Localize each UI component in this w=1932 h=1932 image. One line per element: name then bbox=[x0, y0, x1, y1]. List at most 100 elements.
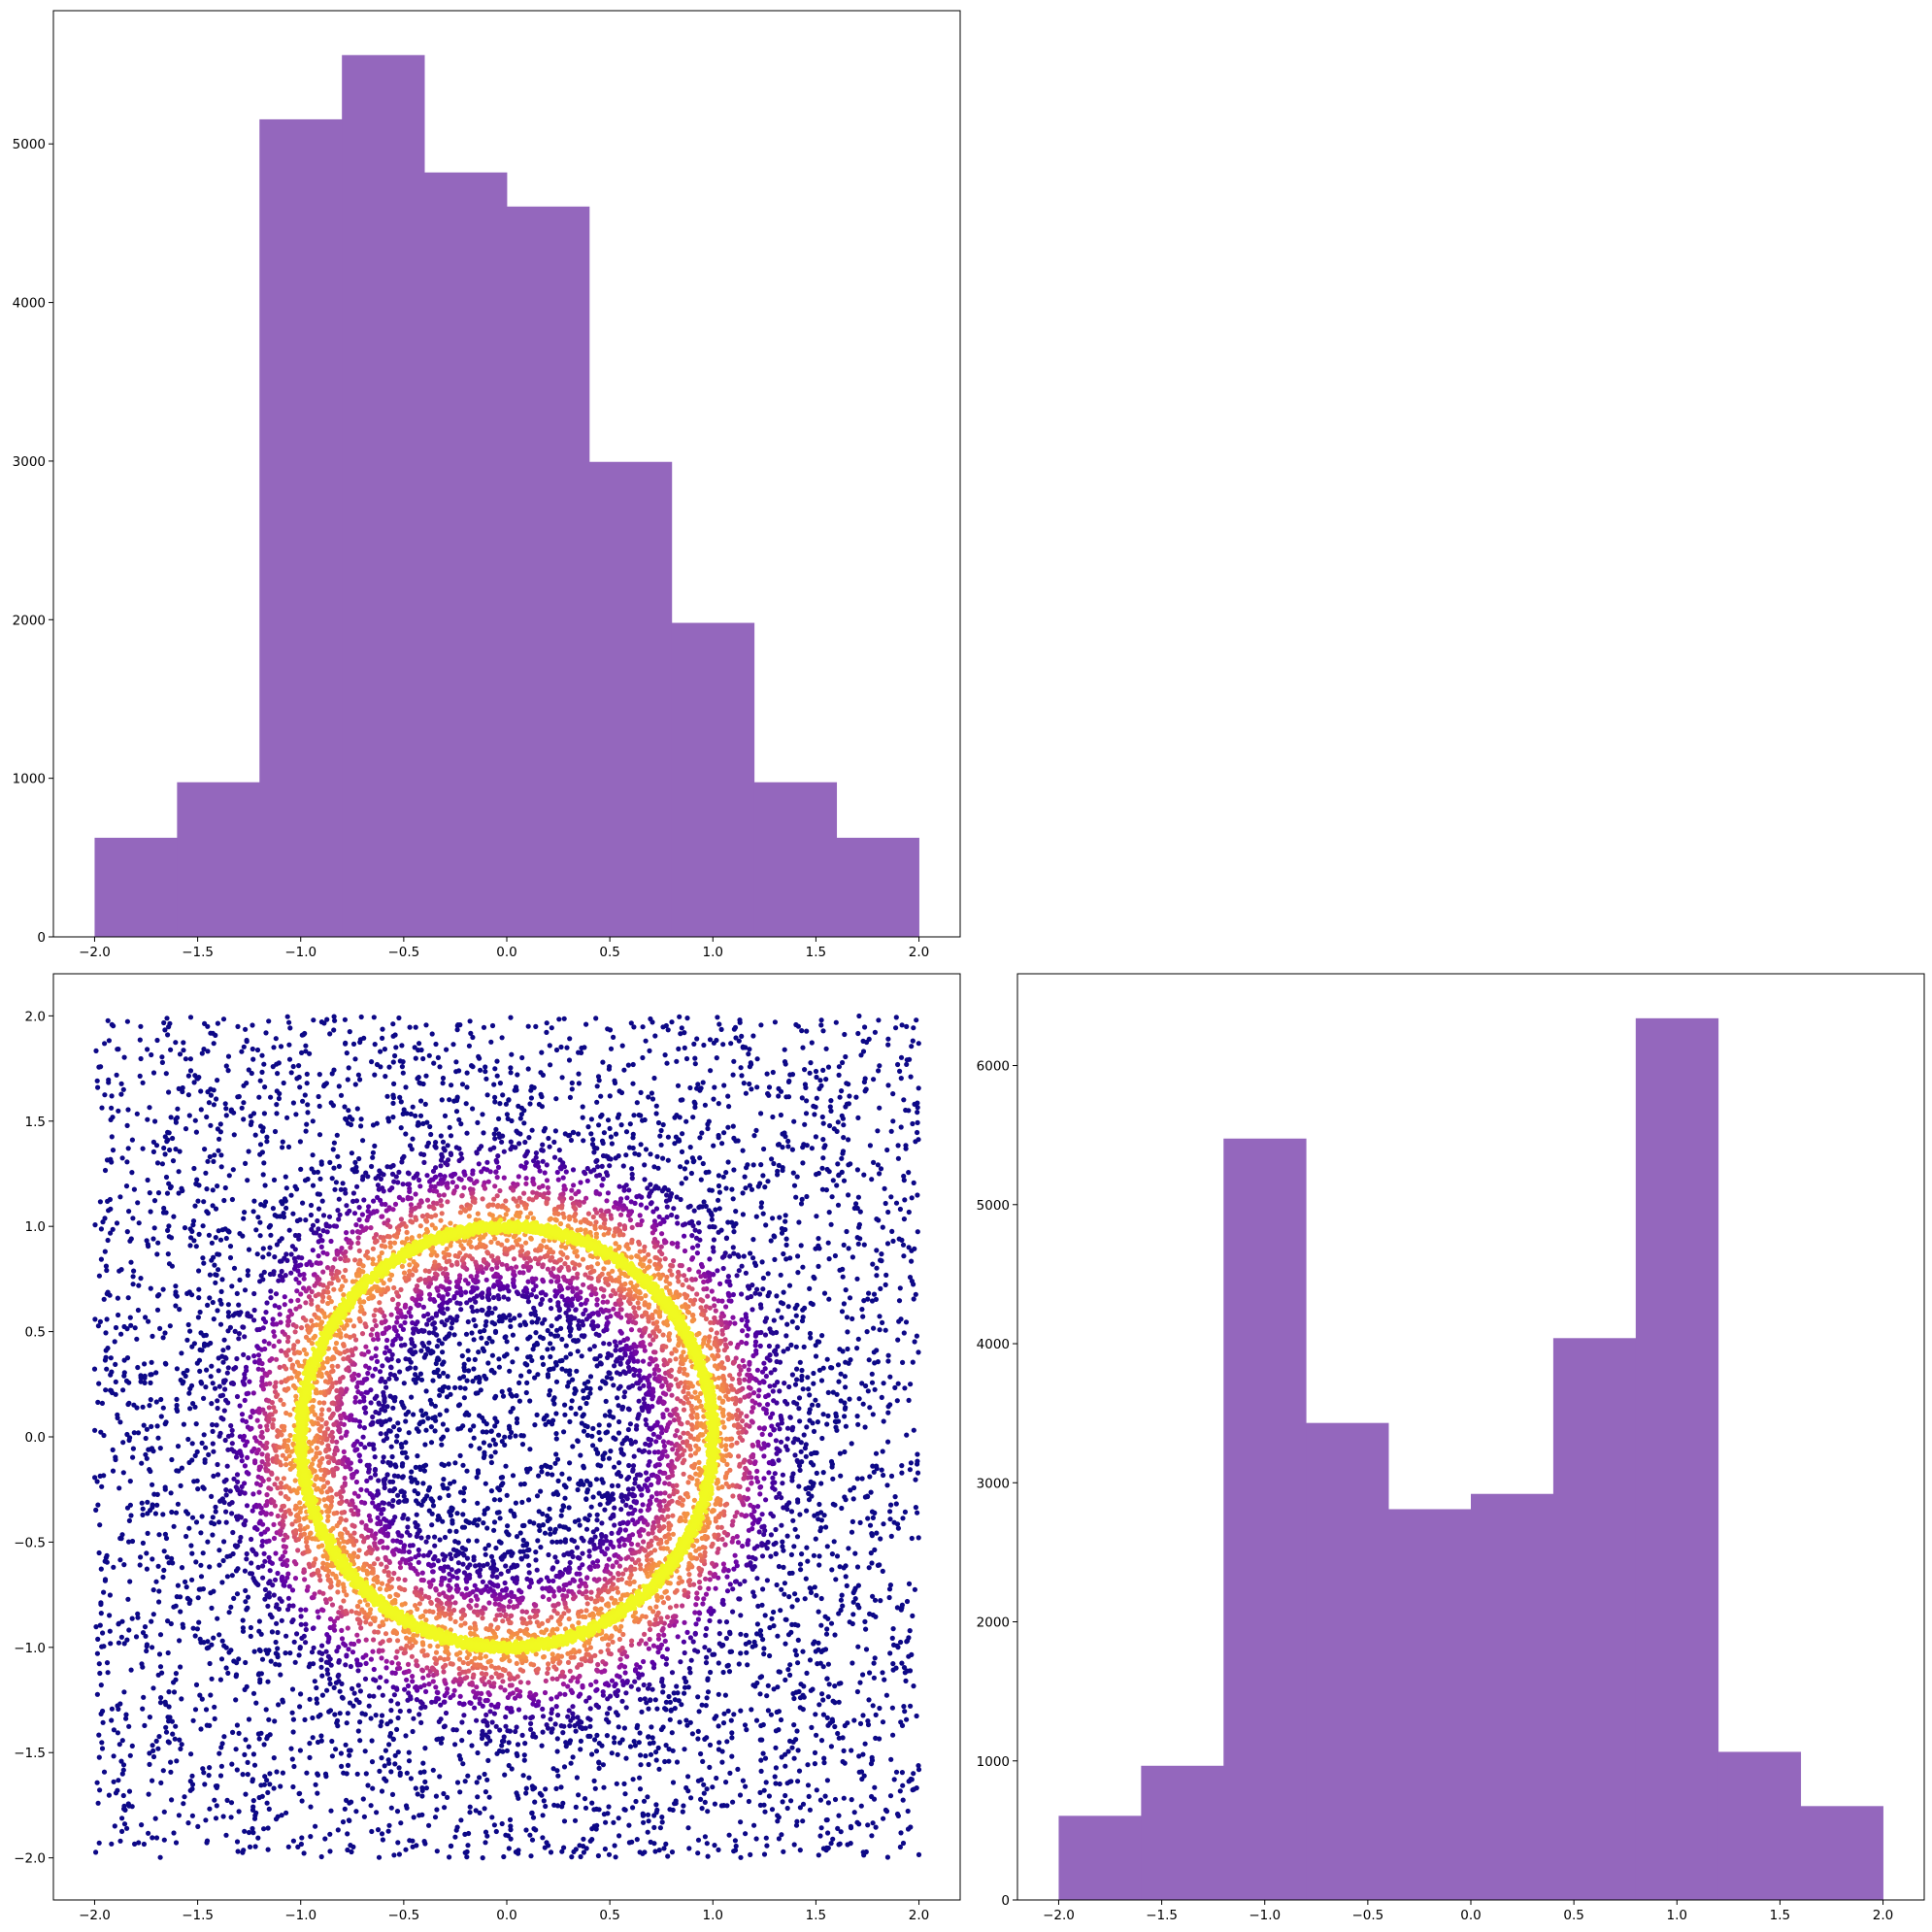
scatter-point bbox=[830, 1501, 836, 1507]
scatter-point bbox=[623, 1152, 629, 1158]
scatter-point bbox=[457, 1789, 463, 1795]
scatter-point bbox=[679, 1181, 684, 1186]
scatter-point bbox=[346, 1065, 351, 1071]
x-tick-label: −2.0 bbox=[79, 945, 111, 960]
scatter-point bbox=[359, 1177, 366, 1183]
scatter-point bbox=[303, 1640, 309, 1646]
scatter-point bbox=[729, 1735, 735, 1741]
scatter-point bbox=[781, 1349, 786, 1354]
scatter-point bbox=[246, 1716, 252, 1722]
scatter-point bbox=[468, 1030, 474, 1036]
scatter-point bbox=[775, 1818, 781, 1824]
scatter-point bbox=[911, 1180, 916, 1185]
scatter-point bbox=[135, 1364, 141, 1371]
scatter-point bbox=[779, 1225, 785, 1232]
scatter-point bbox=[259, 1128, 266, 1134]
scatter-point bbox=[627, 1421, 634, 1427]
scatter-point bbox=[208, 1692, 214, 1698]
histogram-bar bbox=[588, 461, 673, 937]
scatter-point bbox=[816, 1553, 822, 1559]
scatter-point bbox=[757, 1737, 763, 1743]
scatter-point bbox=[656, 1848, 662, 1853]
scatter-point bbox=[152, 1118, 158, 1124]
scatter-point bbox=[223, 1063, 229, 1069]
scatter-point bbox=[109, 1093, 115, 1099]
scatter-point bbox=[883, 1327, 888, 1333]
scatter-point bbox=[316, 1206, 322, 1212]
scatter-point bbox=[860, 1672, 866, 1678]
scatter-point bbox=[378, 1064, 383, 1070]
scatter-point bbox=[115, 1295, 120, 1301]
scatter-point bbox=[682, 1747, 687, 1752]
scatter-point bbox=[139, 1460, 145, 1466]
scatter-point bbox=[648, 1151, 653, 1157]
scatter-point bbox=[409, 1469, 415, 1475]
scatter-point bbox=[531, 1520, 537, 1526]
scatter-point bbox=[305, 1176, 311, 1183]
scatter-point bbox=[377, 1768, 383, 1774]
scatter-point bbox=[758, 1757, 764, 1763]
scatter-point bbox=[187, 1015, 194, 1020]
scatter-point bbox=[527, 1398, 533, 1404]
scatter-point bbox=[828, 1108, 834, 1114]
scatter-point bbox=[114, 1072, 119, 1078]
scatter-point bbox=[618, 1507, 624, 1513]
scatter-point bbox=[779, 1522, 784, 1528]
scatter-point bbox=[477, 1775, 483, 1781]
scatter-point bbox=[254, 1047, 261, 1053]
scatter-point bbox=[297, 1084, 303, 1090]
scatter-point bbox=[447, 1481, 453, 1486]
scatter-point bbox=[766, 1084, 773, 1090]
scatter-point bbox=[127, 1579, 133, 1584]
scatter-point bbox=[431, 1320, 437, 1326]
scatter-point bbox=[664, 1192, 670, 1198]
scatter-point bbox=[403, 1084, 409, 1090]
scatter-point bbox=[548, 1353, 553, 1360]
scatter-point bbox=[231, 1595, 237, 1601]
scatter-point bbox=[223, 1665, 229, 1671]
scatter-point bbox=[419, 1785, 425, 1791]
scatter-point bbox=[429, 1511, 435, 1516]
scatter-point bbox=[492, 1449, 498, 1455]
scatter-point bbox=[631, 1739, 637, 1745]
scatter-point bbox=[156, 1588, 162, 1594]
scatter-point bbox=[904, 1061, 910, 1067]
scatter-point bbox=[771, 1542, 777, 1548]
scatter-point bbox=[124, 1326, 130, 1332]
scatter-point bbox=[897, 1285, 903, 1291]
scatter-point bbox=[762, 1755, 769, 1761]
scatter-point bbox=[107, 1613, 113, 1618]
scatter-point bbox=[716, 1229, 721, 1235]
scatter-point bbox=[630, 1777, 636, 1782]
scatter-point bbox=[149, 1618, 154, 1624]
scatter-point bbox=[645, 1812, 651, 1817]
scatter-point bbox=[727, 1770, 733, 1776]
scatter-point bbox=[410, 1104, 416, 1110]
scatter-point bbox=[877, 1171, 883, 1177]
scatter-point bbox=[887, 1650, 893, 1656]
scatter-point bbox=[139, 1500, 145, 1506]
scatter-point bbox=[444, 1408, 450, 1414]
scatter-point bbox=[885, 1036, 891, 1042]
scatter-point bbox=[388, 1708, 394, 1714]
scatter-point bbox=[723, 1235, 730, 1242]
scatter-point bbox=[422, 1746, 428, 1751]
scatter-point bbox=[914, 1333, 920, 1339]
scatter-point bbox=[861, 1242, 867, 1248]
scatter-point bbox=[489, 1719, 495, 1725]
scatter-point bbox=[118, 1091, 124, 1097]
scatter-point bbox=[183, 1579, 188, 1584]
scatter-point bbox=[874, 1248, 880, 1253]
scatter-point bbox=[111, 1779, 117, 1784]
scatter-point bbox=[702, 1645, 708, 1650]
scatter-point bbox=[160, 1512, 166, 1517]
scatter-point bbox=[224, 1370, 230, 1376]
scatter-point bbox=[876, 1068, 882, 1074]
scatter-point bbox=[461, 1361, 467, 1367]
scatter-point bbox=[601, 1812, 608, 1817]
scatter-point bbox=[217, 1677, 223, 1682]
scatter-point bbox=[455, 1560, 461, 1566]
scatter-point bbox=[750, 1589, 756, 1595]
scatter-point bbox=[163, 1174, 170, 1181]
scatter-point bbox=[554, 1736, 560, 1742]
